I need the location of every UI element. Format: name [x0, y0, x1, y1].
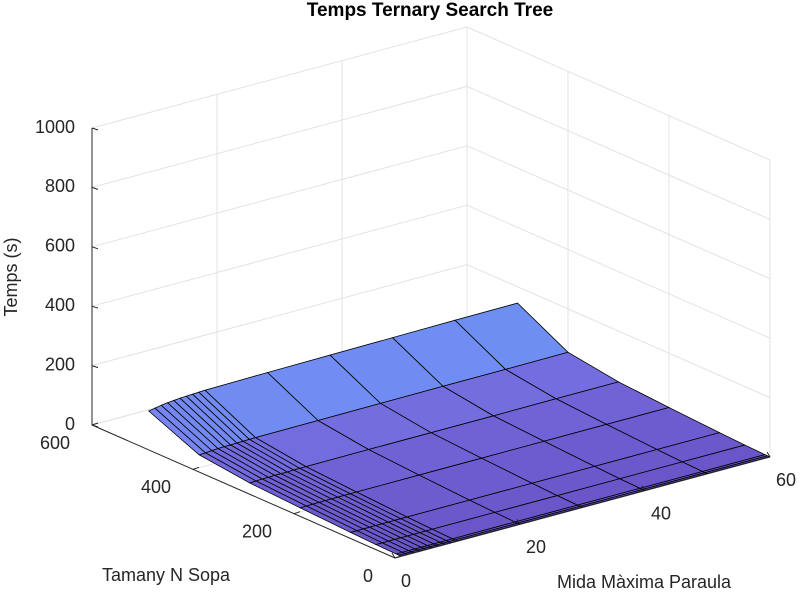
z-tick-label: 800: [45, 176, 75, 196]
grid-line: [91, 145, 468, 248]
x-tick: [391, 552, 396, 559]
surface: [148, 302, 771, 557]
grid-line: [91, 204, 468, 307]
x-tick-label: 60: [776, 470, 796, 490]
y-tick-label: 600: [40, 433, 70, 453]
grid-line: [91, 85, 468, 188]
z-tick-label: 600: [45, 236, 75, 256]
grid-line: [466, 85, 771, 220]
x-tick-label: 40: [651, 503, 671, 523]
grid-line: [466, 145, 771, 280]
grid-line: [466, 26, 771, 161]
y-tick-label: 400: [141, 477, 171, 497]
grid-line: [91, 264, 468, 367]
z-tick-label: 0: [65, 414, 75, 434]
x-axis-label: Mida Màxima Paraula: [557, 572, 732, 592]
grid-line: [466, 204, 771, 339]
z-tick: [91, 424, 99, 428]
x-tick-label: 20: [526, 537, 546, 557]
z-tick: [91, 186, 99, 190]
z-tick: [91, 127, 99, 131]
y-tick: [192, 466, 200, 470]
x-tick: [766, 451, 771, 458]
z-tick-label: 400: [45, 295, 75, 315]
y-axis-line: [91, 424, 396, 559]
z-tick-label: 1000: [35, 117, 75, 137]
x-tick: [641, 485, 646, 491]
z-tick: [91, 246, 99, 250]
chart-title: Temps Ternary Search Tree: [307, 0, 553, 21]
grid-line: [466, 264, 771, 399]
y-tick: [394, 555, 402, 559]
y-tick-label: 200: [242, 521, 272, 541]
x-tick-label: 0: [401, 571, 411, 591]
z-tick: [91, 305, 99, 309]
x-tick: [516, 519, 521, 525]
grid-line: [91, 26, 468, 129]
y-tick: [293, 511, 301, 515]
y-tick: [91, 422, 99, 426]
z-tick: [91, 365, 99, 369]
x-axis-line: [394, 456, 771, 559]
z-tick-label: 200: [45, 354, 75, 374]
y-axis-label: Tamany N Sopa: [102, 565, 231, 585]
y-tick-label: 0: [363, 566, 373, 586]
z-axis-label: Temps (s): [1, 237, 21, 316]
